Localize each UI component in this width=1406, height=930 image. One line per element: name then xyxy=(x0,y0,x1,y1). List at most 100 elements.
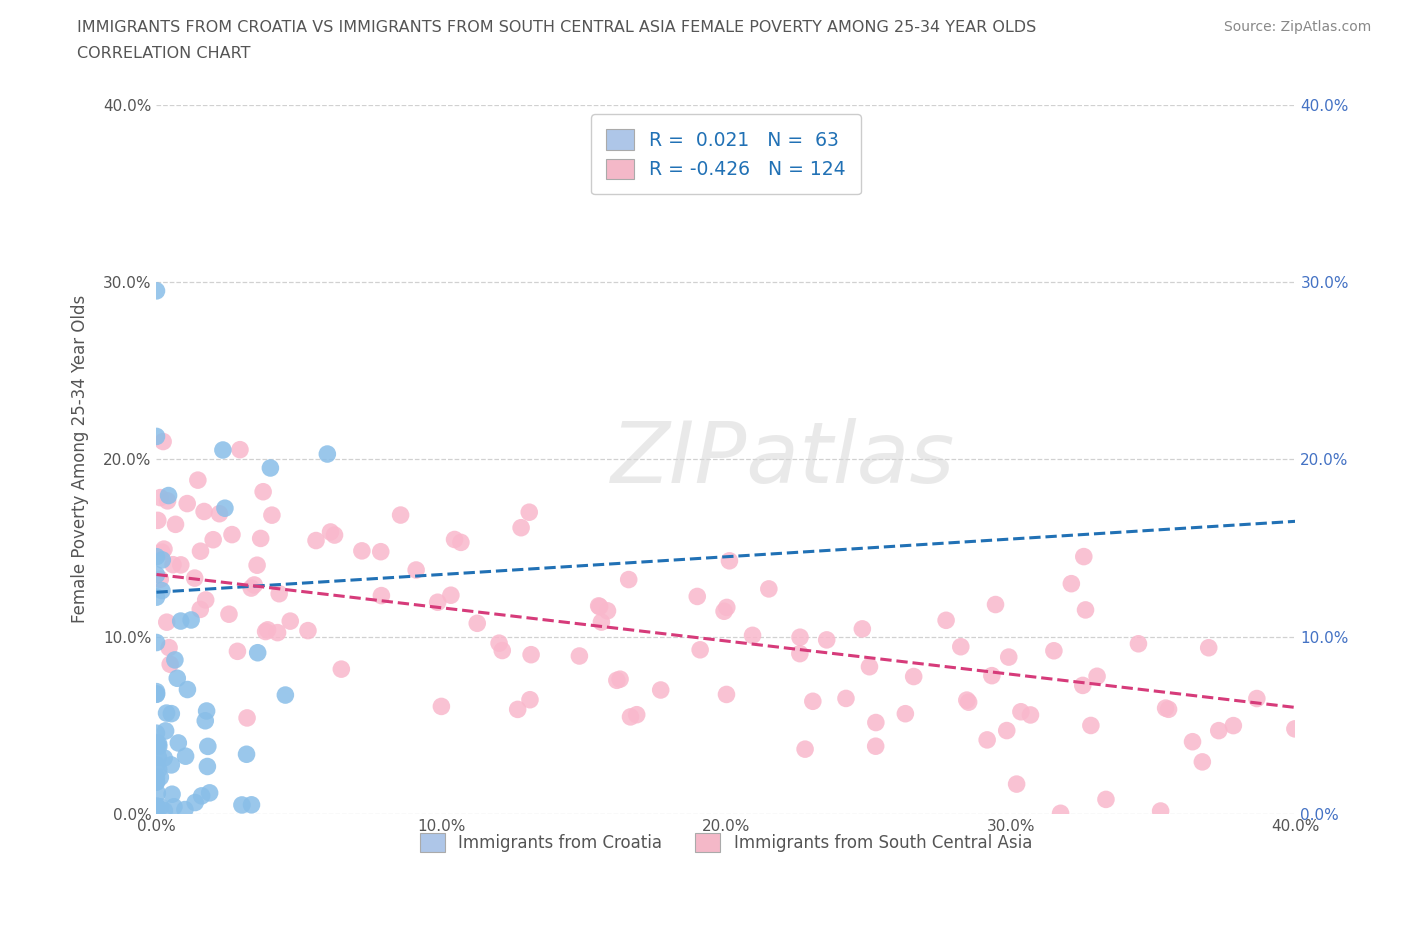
Point xyxy=(145,284,167,299)
Point xyxy=(146,786,169,801)
Point xyxy=(1208,724,1230,738)
Point xyxy=(491,643,513,658)
Point xyxy=(305,533,328,548)
Point xyxy=(976,733,998,748)
Point xyxy=(145,770,167,785)
Point xyxy=(440,588,463,603)
Point xyxy=(269,586,291,601)
Point xyxy=(980,669,1002,684)
Point xyxy=(254,624,277,639)
Point xyxy=(148,762,170,777)
Point xyxy=(183,571,205,586)
Text: IMMIGRANTS FROM CROATIA VS IMMIGRANTS FROM SOUTH CENTRAL ASIA FEMALE POVERTY AMO: IMMIGRANTS FROM CROATIA VS IMMIGRANTS FR… xyxy=(77,20,1036,35)
Point xyxy=(176,682,198,697)
Point xyxy=(145,775,167,790)
Point xyxy=(160,757,183,772)
Point xyxy=(903,669,925,684)
Point xyxy=(370,588,392,603)
Point xyxy=(506,702,529,717)
Point xyxy=(350,543,373,558)
Point xyxy=(686,589,709,604)
Point xyxy=(1074,603,1097,618)
Point xyxy=(443,532,465,547)
Point xyxy=(297,623,319,638)
Point xyxy=(949,639,972,654)
Point xyxy=(1010,704,1032,719)
Point xyxy=(488,636,510,651)
Point xyxy=(591,615,613,630)
Point xyxy=(146,513,169,528)
Text: ZIPatlas: ZIPatlas xyxy=(610,418,955,500)
Point xyxy=(1157,702,1180,717)
Point xyxy=(260,508,283,523)
Point xyxy=(197,739,219,754)
Point xyxy=(231,798,253,813)
Point xyxy=(163,799,186,814)
Point xyxy=(716,600,738,615)
Point xyxy=(170,557,193,572)
Point xyxy=(789,630,811,644)
Point xyxy=(194,713,217,728)
Point xyxy=(957,695,980,710)
Point xyxy=(984,597,1007,612)
Point xyxy=(176,496,198,511)
Point xyxy=(1095,792,1118,807)
Point xyxy=(1128,636,1150,651)
Point xyxy=(815,632,838,647)
Point xyxy=(236,711,259,725)
Point xyxy=(226,644,249,658)
Point xyxy=(153,541,176,556)
Point xyxy=(145,737,167,752)
Point xyxy=(1149,804,1171,818)
Point xyxy=(174,803,197,817)
Point xyxy=(150,583,173,598)
Point xyxy=(801,694,824,709)
Point xyxy=(278,614,301,629)
Point xyxy=(689,643,711,658)
Point xyxy=(145,567,167,582)
Point xyxy=(851,621,873,636)
Point xyxy=(195,759,218,774)
Point xyxy=(156,615,179,630)
Point xyxy=(274,687,297,702)
Point xyxy=(758,581,780,596)
Point xyxy=(190,789,212,804)
Point xyxy=(619,710,641,724)
Point xyxy=(155,706,177,721)
Point xyxy=(148,737,170,751)
Point xyxy=(149,770,172,785)
Point xyxy=(246,645,269,660)
Point xyxy=(450,535,472,550)
Y-axis label: Female Poverty Among 25-34 Year Olds: Female Poverty Among 25-34 Year Olds xyxy=(72,295,89,623)
Point xyxy=(519,692,541,707)
Point xyxy=(240,797,263,812)
Point xyxy=(145,429,167,444)
Point xyxy=(330,662,353,677)
Point xyxy=(465,616,488,631)
Point xyxy=(1191,754,1213,769)
Point xyxy=(1049,806,1071,821)
Point xyxy=(184,795,207,810)
Point xyxy=(794,742,817,757)
Point xyxy=(170,614,193,629)
Point xyxy=(718,553,741,568)
Point xyxy=(316,446,339,461)
Point xyxy=(1246,691,1268,706)
Point xyxy=(193,504,215,519)
Point xyxy=(1085,669,1108,684)
Point xyxy=(202,532,225,547)
Point xyxy=(187,472,209,487)
Point xyxy=(609,671,631,686)
Point xyxy=(323,527,346,542)
Point xyxy=(240,580,263,595)
Point xyxy=(145,800,167,815)
Point xyxy=(865,715,887,730)
Point xyxy=(520,647,543,662)
Point xyxy=(617,572,640,587)
Point xyxy=(596,604,619,618)
Point xyxy=(214,500,236,515)
Point xyxy=(198,786,221,801)
Point xyxy=(194,592,217,607)
Point xyxy=(1060,577,1083,591)
Point xyxy=(243,578,266,592)
